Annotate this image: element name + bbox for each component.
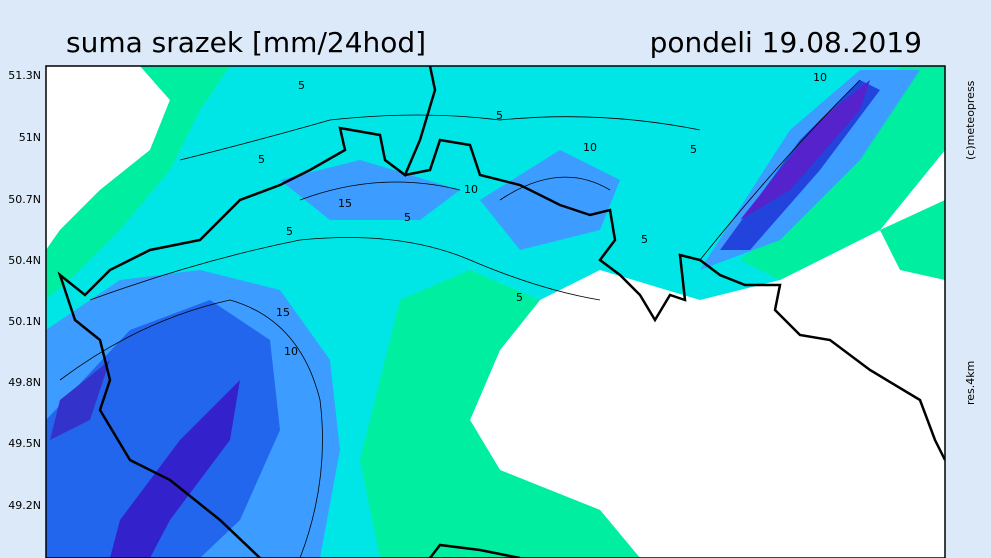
resolution: res.4km <box>964 361 977 405</box>
contour-lines <box>59 79 861 558</box>
contour-label: 5 <box>286 225 293 238</box>
latitude-label: 51.3N <box>8 69 41 82</box>
latitude-label: 50.7N <box>8 193 41 206</box>
map-frame <box>45 65 946 558</box>
contour-label: 10 <box>464 183 478 196</box>
copyright: (c)meteopress <box>964 80 977 160</box>
latitude-label: 49.8N <box>8 376 41 389</box>
map-date: pondeli 19.08.2019 <box>650 26 922 59</box>
latitude-label: 50.1N <box>8 315 41 328</box>
contour-label: 5 <box>641 233 648 246</box>
contour-label: 15 <box>338 197 352 210</box>
contour-label: 15 <box>276 306 290 319</box>
contour-label: 5 <box>258 153 265 166</box>
contour-label: 10 <box>813 71 827 84</box>
latitude-axis: 51.3N 51N 50.7N 50.4N 50.1N 49.8N 49.5N 49.2N <box>8 69 41 512</box>
latitude-label: 49.2N <box>8 499 41 512</box>
country-border <box>57 66 945 558</box>
contour-labels: 5 5 10 5 10 5 10 15 5 5 5 5 15 10 <box>258 71 827 358</box>
contour-label: 10 <box>583 141 597 154</box>
latitude-label: 51N <box>19 131 41 144</box>
contour-label: 5 <box>298 79 305 92</box>
latitude-label: 50.4N <box>8 254 41 267</box>
contour-label: 10 <box>284 345 298 358</box>
latitude-label: 49.5N <box>8 437 41 450</box>
contour-label: 5 <box>516 291 523 304</box>
map-title: suma srazek [mm/24hod] <box>66 26 426 59</box>
contour-label: 5 <box>690 143 697 156</box>
contour-label: 5 <box>404 211 411 224</box>
contour-label: 5 <box>496 109 503 122</box>
precipitation-field <box>46 66 945 558</box>
